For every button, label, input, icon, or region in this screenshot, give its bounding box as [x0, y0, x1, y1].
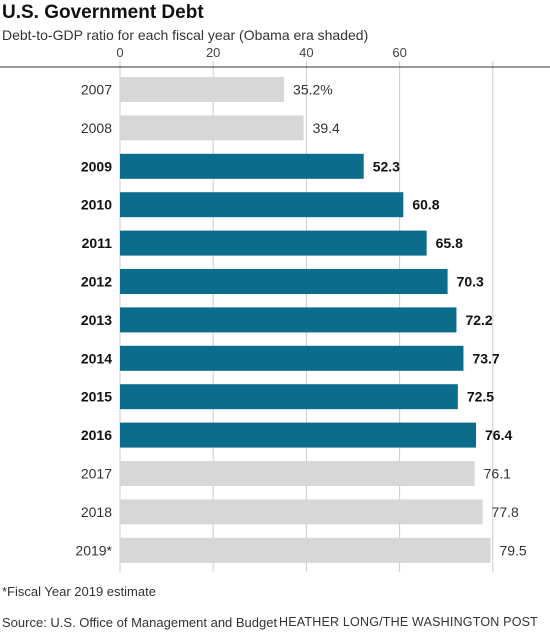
value-label: 79.5	[499, 542, 526, 558]
value-label: 76.1	[484, 466, 511, 482]
value-label: 72.5	[467, 389, 494, 405]
category-label: 2016	[81, 427, 112, 443]
x-tick-label: 60	[392, 45, 406, 60]
source-note: Source: U.S. Office of Management and Bu…	[2, 615, 278, 630]
bar	[120, 345, 464, 371]
value-label: 39.4	[313, 120, 340, 136]
bar	[120, 115, 304, 141]
category-label: 2017	[81, 466, 112, 482]
value-label: 35.2%	[293, 82, 333, 98]
value-label: 76.4	[485, 427, 512, 443]
chart-title: U.S. Government Debt	[2, 2, 204, 23]
category-label: 2013	[81, 312, 112, 328]
value-label: 60.8	[412, 197, 439, 213]
bar	[120, 461, 475, 486]
category-label: 2007	[81, 82, 112, 98]
credit-line: HEATHER LONG/THE WASHINGTON POST	[279, 615, 538, 629]
category-label: 2019*	[75, 542, 112, 558]
bar	[120, 537, 491, 563]
value-label: 65.8	[436, 235, 463, 251]
category-label: 2015	[81, 389, 112, 405]
value-label: 72.2	[465, 312, 492, 328]
value-label: 73.7	[472, 350, 499, 366]
value-label: 52.3	[373, 158, 400, 174]
bar	[120, 230, 427, 256]
x-tick-label: 0	[116, 45, 123, 60]
category-label: 2012	[81, 274, 112, 290]
x-tick-label: 40	[299, 45, 313, 60]
bar	[120, 269, 448, 294]
category-label: 2009	[81, 158, 112, 174]
bar	[120, 307, 457, 333]
bar	[120, 77, 285, 102]
category-label: 2011	[82, 235, 113, 251]
value-label: 77.8	[492, 504, 519, 520]
value-label: 70.3	[457, 274, 484, 290]
bar	[120, 192, 404, 218]
chart-subtitle: Debt-to-GDP ratio for each fiscal year (…	[2, 27, 369, 43]
category-label: 2010	[81, 197, 112, 213]
category-label: 2018	[81, 504, 112, 520]
bar	[120, 384, 458, 410]
bar	[120, 499, 483, 525]
bar-chart: 0 20 40 60 2007 35.2% 2008 39.4 2009 52.3 2010 60.8…	[0, 45, 550, 572]
bar	[120, 422, 477, 448]
x-tick-label: 20	[206, 45, 220, 60]
category-label: 2014	[81, 350, 112, 366]
category-label: 2008	[81, 120, 112, 136]
footnote: *Fiscal Year 2019 estimate	[2, 584, 156, 599]
bar	[120, 153, 364, 179]
